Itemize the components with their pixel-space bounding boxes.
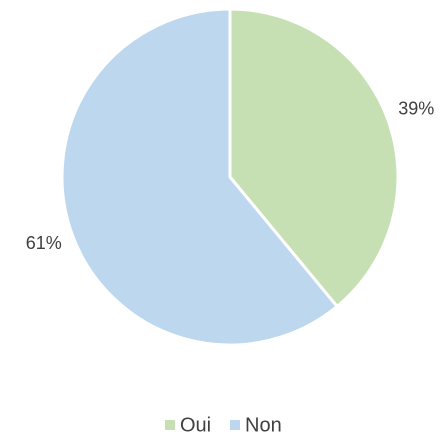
legend-label: Oui [180, 414, 211, 436]
pie-slice [60, 7, 340, 347]
data-label: 39% [398, 99, 434, 119]
legend-swatch [230, 420, 240, 430]
legend-swatch [165, 420, 175, 430]
pie-slice [228, 7, 400, 309]
data-label: 61% [26, 233, 62, 253]
legend-label: Non [245, 414, 282, 436]
